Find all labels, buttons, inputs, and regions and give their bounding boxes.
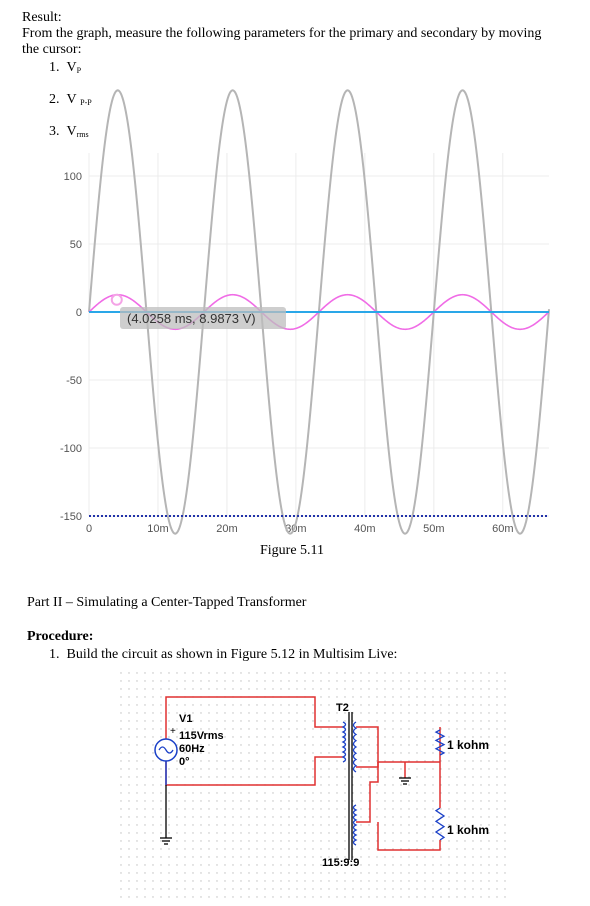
list-item-subscript: P-P: [80, 98, 92, 107]
x-tick-label: 10m: [147, 523, 168, 535]
instruction-line-1: From the graph, measure the following pa…: [22, 26, 542, 41]
secondary-coil-icon: [352, 721, 358, 773]
x-tick-label: 20m: [216, 523, 237, 535]
y-tick-label: 50: [70, 239, 82, 251]
source-voltage: 115Vrms: [179, 730, 224, 742]
list-item-number: 2.: [49, 92, 60, 107]
ground-symbol-1: [160, 785, 172, 845]
list-item: 2. V P-P: [49, 91, 92, 111]
resistor-icon: [434, 807, 446, 841]
cursor-readout[interactable]: (4.0258 ms, 8.9873 V): [120, 307, 286, 329]
x-tick-label: 50m: [423, 523, 444, 535]
transformer-ratio: 115:9:9: [322, 857, 359, 869]
instruction-line-2: the cursor:: [22, 42, 82, 57]
y-tick-label: 100: [64, 171, 82, 183]
resistor-1-value: 1 kohm: [447, 738, 489, 752]
list-item-number: 3.: [49, 124, 60, 139]
voltage-source-v1[interactable]: +: [154, 726, 178, 785]
resistor-icon: [434, 729, 446, 756]
cursor-marker[interactable]: [110, 293, 123, 306]
ground-symbol-2: [399, 777, 411, 785]
list-item: 1. VP: [49, 59, 81, 79]
list-item-label: V: [66, 124, 77, 139]
waveform-chart: 100 50 0 -50 -100 -150 0 10m 20m 30m 40m 50m 60m (4.…: [60, 89, 550, 535]
source-phase: 0°: [179, 756, 190, 768]
procedure-step: 1. Build the circuit as shown in Figure …: [49, 646, 397, 663]
x-tick-label: 40m: [354, 523, 375, 535]
x-tick-label: 30m: [285, 523, 306, 535]
cursor-readout-text: (4.0258 ms, 8.9873 V): [127, 311, 256, 326]
list-item-label: V: [66, 60, 77, 75]
procedure-heading: Procedure:: [27, 629, 94, 644]
procedure-step-text: Build the circuit as shown in Figure 5.1…: [66, 647, 398, 662]
result-heading: Result:: [22, 10, 62, 25]
resistor-1[interactable]: [434, 729, 446, 756]
resistor-wire: [377, 822, 441, 851]
source-name: V1: [179, 713, 192, 725]
x-tick-label: 0: [86, 523, 92, 535]
source-plus-sign: +: [170, 726, 176, 737]
list-item-subscript: rms: [76, 130, 89, 139]
resistor-2[interactable]: [434, 807, 446, 841]
resistor-2-value: 1 kohm: [447, 823, 489, 837]
secondary-coil-icon: [352, 804, 358, 846]
chart-ticks: 100 50 0 -50 -100 -150 0 10m 20m 30m 40m 50m 60m: [60, 171, 514, 535]
x-tick-label: 60m: [492, 523, 513, 535]
y-tick-label: -50: [66, 375, 82, 387]
list-item-subscript: P: [76, 66, 82, 75]
list-item-number: 1.: [49, 60, 60, 75]
source-frequency: 60Hz: [179, 743, 205, 755]
y-tick-label: -100: [60, 443, 82, 455]
y-tick-label: 0: [76, 307, 82, 319]
list-item-label: V: [66, 92, 77, 107]
transformer-t2[interactable]: [341, 712, 358, 860]
y-tick-label: -150: [60, 511, 82, 523]
list-item: 3. Vrms: [49, 123, 89, 143]
transformer-name: T2: [336, 702, 349, 714]
sine-wave-icon: [158, 746, 174, 754]
primary-coil-icon: [341, 721, 347, 763]
series-line: [88, 89, 550, 535]
procedure-step-number: 1.: [49, 647, 60, 662]
part2-title: Part II – Simulating a Center-Tapped Tra…: [27, 595, 307, 610]
figure-caption: Figure 5.11: [260, 543, 325, 558]
cursor-readout-box: [120, 307, 286, 329]
